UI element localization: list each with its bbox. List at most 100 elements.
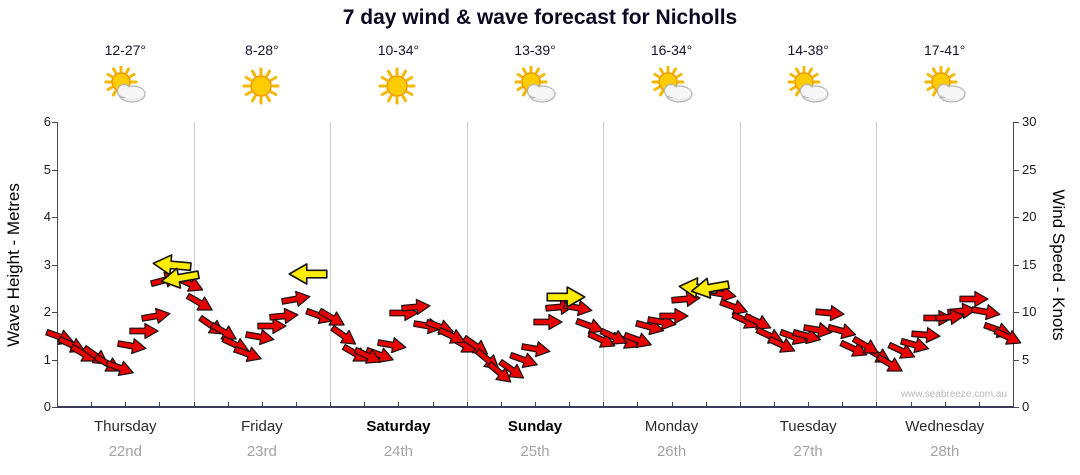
day-boundary-gridline bbox=[876, 122, 878, 407]
time-minor-tick bbox=[398, 402, 400, 406]
time-minor-tick bbox=[364, 402, 366, 406]
wind-arrow-red bbox=[494, 353, 529, 386]
day-date-label: 24th bbox=[383, 443, 414, 460]
wind-arrow-red bbox=[658, 307, 689, 326]
right-axis-tick-mark bbox=[1014, 217, 1019, 218]
right-axis-tick-mark bbox=[1014, 169, 1019, 171]
time-minor-tick bbox=[739, 402, 741, 406]
wind-arrow-red bbox=[764, 330, 799, 360]
sun-cloud-icon bbox=[649, 65, 695, 113]
time-minor-tick bbox=[978, 402, 980, 406]
time-minor-tick bbox=[876, 402, 878, 406]
time-minor-tick bbox=[808, 402, 810, 406]
plot-area: www.seabreeze.com.au bbox=[45, 122, 1022, 407]
time-minor-tick bbox=[944, 402, 946, 406]
time-minor-tick bbox=[671, 402, 673, 406]
day-name-label: Thursday bbox=[94, 418, 157, 435]
wind-arrow-red bbox=[507, 345, 542, 373]
left-axis-tick-label: 4 bbox=[43, 209, 51, 224]
day-date-label: 25th bbox=[520, 443, 550, 460]
time-minor-tick bbox=[159, 402, 161, 406]
right-axis-tick-label: 10 bbox=[1022, 304, 1037, 319]
time-minor-tick bbox=[330, 402, 332, 406]
time-minor-tick bbox=[910, 402, 912, 406]
wind-arrow-red bbox=[837, 334, 872, 364]
day-date-label: 26th bbox=[656, 443, 687, 460]
day-date-label: 28th bbox=[930, 443, 960, 460]
wind-arrow-red bbox=[825, 318, 859, 344]
left-axis-tick-mark bbox=[52, 264, 57, 266]
wind-arrow-red bbox=[970, 300, 1003, 324]
time-minor-tick bbox=[91, 402, 93, 406]
wind-arrow-red bbox=[959, 289, 989, 308]
time-minor-tick bbox=[535, 402, 536, 406]
wind-arrow-red bbox=[716, 293, 751, 321]
day-name-label: Tuesday bbox=[779, 418, 837, 435]
sun-icon bbox=[239, 66, 285, 113]
wind-arrow-red bbox=[129, 322, 159, 341]
sun-cloud-icon bbox=[512, 65, 558, 113]
time-minor-tick bbox=[637, 402, 639, 406]
wind-arrow-red bbox=[140, 304, 173, 328]
day-boundary-gridline bbox=[466, 122, 468, 407]
day-date-label: 27th bbox=[793, 443, 823, 460]
sun-cloud-icon bbox=[922, 65, 968, 113]
wind-arrow-red bbox=[280, 287, 313, 311]
wind-arrow-yellow bbox=[151, 250, 193, 278]
wind-arrow-red bbox=[231, 340, 266, 368]
wind-arrow-red bbox=[482, 356, 517, 390]
wind-arrow-red bbox=[520, 337, 553, 361]
temperature-label: 13-39° bbox=[514, 42, 556, 58]
wind-arrow-yellow bbox=[288, 262, 328, 287]
right-axis-tick-label: 30 bbox=[1022, 114, 1037, 129]
wind-arrow-red bbox=[740, 307, 775, 337]
day-boundary-gridline bbox=[330, 122, 332, 407]
day-boundary-gridline bbox=[193, 122, 195, 407]
day-boundary-gridline bbox=[603, 122, 605, 407]
time-minor-tick bbox=[125, 402, 127, 406]
right-axis-tick-mark bbox=[1014, 122, 1019, 123]
left-axis-tick-mark bbox=[52, 312, 57, 313]
wind-arrow-red bbox=[243, 325, 276, 349]
temperature-label: 14-38° bbox=[787, 42, 829, 58]
day-date-label: 22nd bbox=[108, 443, 142, 460]
wind-arrow-red bbox=[934, 306, 966, 328]
wind-arrow-red bbox=[350, 341, 385, 371]
time-minor-tick bbox=[296, 402, 297, 406]
wind-arrow-red bbox=[872, 348, 907, 379]
wind-arrow-red bbox=[848, 330, 883, 361]
temperature-label: 16-34° bbox=[650, 42, 693, 58]
right-axis-tick-mark bbox=[1014, 359, 1019, 361]
bottom-axis-line bbox=[57, 406, 1014, 408]
day-date-label: 23rd bbox=[246, 443, 277, 460]
time-minor-tick bbox=[193, 402, 195, 406]
wind-arrow-red bbox=[375, 333, 408, 357]
day-name-label: Friday bbox=[241, 418, 283, 435]
left-axis-tick-mark bbox=[52, 122, 57, 123]
day-name-label: Sunday bbox=[507, 418, 563, 435]
time-minor-tick bbox=[261, 402, 263, 406]
left-axis-tick-mark bbox=[52, 169, 57, 171]
wind-arrow-red bbox=[115, 334, 148, 358]
temperature-label: 12-27° bbox=[104, 42, 146, 58]
time-minor-tick bbox=[603, 402, 605, 406]
wind-arrow-red bbox=[790, 323, 824, 349]
right-axis-tick-label: 0 bbox=[1022, 399, 1030, 414]
right-axis-tick-label: 25 bbox=[1022, 161, 1037, 177]
left-axis-tick-mark bbox=[52, 407, 57, 408]
wind-arrow-yellow bbox=[546, 285, 586, 310]
sun-cloud-icon bbox=[785, 65, 831, 113]
wind-arrow-red bbox=[621, 326, 656, 354]
right-axis-line bbox=[1013, 122, 1014, 407]
wind-arrow-red bbox=[802, 318, 835, 342]
wind-arrow-red bbox=[315, 302, 350, 333]
wind-arrow-red bbox=[103, 354, 138, 382]
right-axis-tick-label: 20 bbox=[1022, 209, 1037, 224]
wind-arrow-red bbox=[434, 321, 469, 351]
left-axis-tick-label: 6 bbox=[43, 114, 51, 129]
right-axis-tick-mark bbox=[1014, 407, 1019, 408]
temperature-label: 17-41° bbox=[924, 42, 966, 58]
right-axis-tick-mark bbox=[1014, 312, 1019, 313]
day-name-label: Saturday bbox=[366, 418, 431, 435]
